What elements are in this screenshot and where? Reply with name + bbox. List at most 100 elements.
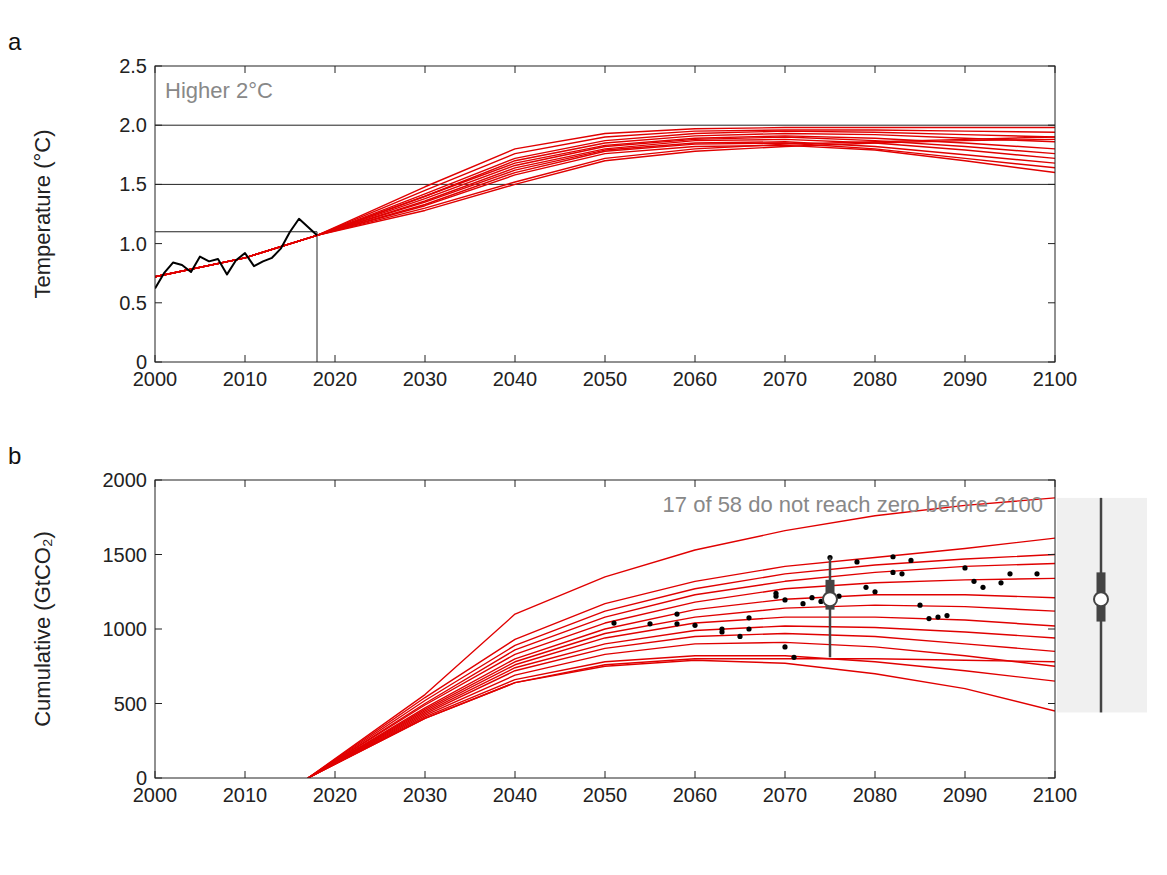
point [899,571,904,576]
x-tick [245,66,246,73]
x-tick [875,355,876,362]
y-tick [1048,184,1055,185]
x-tick [335,480,336,487]
y-tick-label: 0 [136,351,147,373]
x-tick [1055,355,1056,362]
y-tick [1048,629,1055,630]
point [863,585,868,590]
series-line [155,139,1055,276]
x-tick [245,771,246,778]
x-tick [1055,480,1056,487]
y-tick [155,302,162,303]
reference-hline [155,231,317,232]
x-tick-label: 2070 [763,368,808,390]
reference-vline [317,232,318,362]
x-tick-label: 2060 [673,784,718,806]
reference-line [155,125,1055,126]
x-tick [695,771,696,778]
side-range [1057,498,1147,713]
x-tick [785,480,786,487]
x-tick [875,66,876,73]
series-line [155,142,1055,277]
x-tick [785,355,786,362]
point [962,565,967,570]
y-tick-label: 2.0 [119,114,147,136]
point [854,559,859,564]
x-tick [515,66,516,73]
x-tick-label: 2010 [223,784,268,806]
y-tick [155,125,162,126]
x-tick [515,480,516,487]
point [872,589,877,594]
point [719,629,724,634]
x-tick-label: 2010 [223,368,268,390]
y-tick [155,480,162,481]
series-line [308,659,1055,778]
point [647,621,652,626]
x-tick [335,355,336,362]
y-tick [155,703,162,704]
point [746,615,751,620]
series-line [308,660,1055,778]
point [1007,571,1012,576]
y-tick-label: 0.5 [119,292,147,314]
x-tick [695,355,696,362]
y-tick-label: 0 [136,767,147,789]
series-line [308,563,1055,778]
annotation: Higher 2°C [165,78,273,103]
y-axis-label: Cumulative (GtCO₂) [30,531,55,727]
x-tick [785,66,786,73]
series-line [155,133,1055,276]
plot-data [308,498,1055,778]
panel-label: a [8,28,22,55]
point [611,620,616,625]
point [782,597,787,602]
y-tick [1048,125,1055,126]
x-tick [1055,771,1056,778]
series-line [155,128,1055,277]
series-line [308,578,1055,778]
point [800,601,805,606]
series-line [155,219,317,289]
x-tick [965,771,966,778]
y-tick-label: 2.5 [119,55,147,77]
x-tick-label: 2100 [1033,784,1078,806]
y-tick [1048,362,1055,363]
plot-frame [155,480,1055,778]
series-line [308,617,1055,778]
y-tick [155,66,162,67]
box-median [823,592,837,606]
series-line [155,131,1055,277]
series-line [308,633,1055,778]
x-tick [425,355,426,362]
x-tick-label: 2070 [763,784,808,806]
x-tick [335,771,336,778]
y-tick [155,184,162,185]
point [791,655,796,660]
point [935,614,940,619]
y-tick [1048,703,1055,704]
x-tick [965,480,966,487]
series-line [308,498,1055,778]
x-tick [695,480,696,487]
x-tick [875,771,876,778]
y-tick [155,554,162,555]
series-line [155,143,1055,277]
panel-label: b [8,442,21,469]
point [980,585,985,590]
y-tick [1048,302,1055,303]
side-median [1094,592,1108,606]
point [809,595,814,600]
y-tick-label: 500 [114,693,147,715]
x-tick [1055,66,1056,73]
point [908,558,913,563]
x-tick-label: 2060 [673,368,718,390]
x-tick [965,66,966,73]
x-tick [515,771,516,778]
x-tick-label: 2040 [493,368,538,390]
y-tick [1048,243,1055,244]
chart-root: 2000201020202030204020502060207020802090… [0,0,1167,875]
series-line [308,538,1055,778]
point [917,603,922,608]
x-tick-label: 2030 [403,784,448,806]
